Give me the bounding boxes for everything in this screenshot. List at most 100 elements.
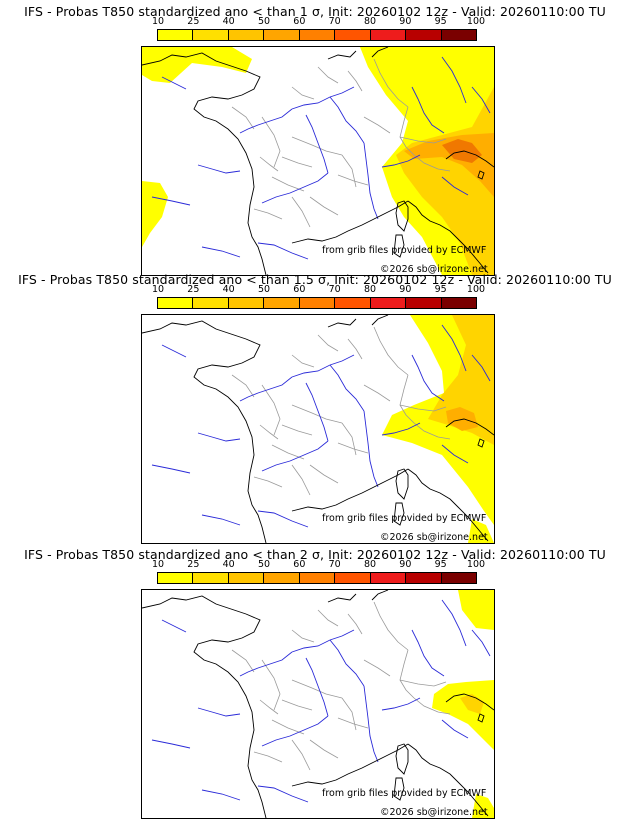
admin-border — [281, 156, 313, 168]
river — [305, 657, 329, 717]
river — [305, 382, 329, 442]
coastline — [407, 743, 489, 817]
colorbar-segment — [335, 30, 371, 40]
coastline — [291, 468, 409, 512]
admin-border — [253, 476, 283, 488]
admin-border — [291, 354, 315, 368]
admin-border — [309, 464, 339, 484]
map-canvas — [142, 47, 494, 275]
admin-border — [347, 613, 363, 635]
probability-area — [142, 181, 168, 247]
probability-map — [141, 314, 495, 544]
probability-area — [432, 680, 494, 750]
river — [441, 444, 469, 464]
river — [257, 510, 309, 528]
data-source-credit: from grib files provided by ECMWF — [322, 513, 487, 524]
legend-ticks: 10 25 40 50 60 70 80 90 95 100 — [0, 559, 630, 571]
coastline — [445, 418, 494, 436]
colorbar-segment — [158, 30, 194, 40]
coastline — [371, 315, 389, 326]
river — [441, 176, 469, 196]
map-title: IFS - Probas T850 standardized ano < tha… — [24, 4, 606, 19]
island — [393, 502, 405, 526]
admin-border — [363, 116, 391, 134]
island — [395, 200, 409, 232]
coastline — [327, 593, 357, 603]
river — [197, 432, 241, 442]
admin-border — [399, 679, 447, 687]
admin-border — [291, 196, 311, 228]
legend-tick-label: 25 — [187, 16, 200, 27]
admin-border — [413, 697, 451, 715]
colorbar-segment — [264, 298, 300, 308]
data-source-credit: from grib files provided by ECMWF — [322, 788, 487, 799]
admin-border — [261, 384, 281, 436]
admin-border — [317, 609, 339, 627]
coastline — [193, 70, 267, 275]
colorbar-segment — [370, 298, 407, 308]
river — [411, 354, 445, 402]
island — [393, 777, 405, 801]
legend-tick-label: 80 — [363, 284, 377, 295]
river — [239, 651, 293, 677]
island — [395, 743, 409, 775]
legend-tick-label: 95 — [434, 284, 447, 295]
legend-tick-label: 100 — [466, 16, 486, 27]
river — [363, 410, 379, 488]
probability-colorbar — [157, 297, 477, 309]
data-source-credit: from grib files provided by ECMWF — [322, 245, 487, 256]
river — [201, 514, 241, 526]
legend-tick-label: 80 — [363, 16, 377, 27]
map-canvas — [142, 590, 494, 818]
river — [151, 196, 191, 206]
admin-border — [253, 208, 283, 220]
colorbar-segment — [158, 298, 194, 308]
legend-tick-label: 50 — [257, 284, 271, 295]
admin-border — [337, 174, 369, 186]
colorbar-segment — [228, 298, 265, 308]
colorbar-segment — [193, 298, 229, 308]
river — [201, 789, 241, 801]
colorbar-segment — [193, 30, 229, 40]
legend-tick-label: 40 — [222, 559, 235, 570]
legend-tick-label: 50 — [257, 559, 271, 570]
copyright-credit: ©2026 sb@irizone.net — [380, 532, 488, 543]
river — [197, 707, 241, 717]
island — [477, 438, 485, 448]
river — [363, 142, 379, 220]
admin-border — [259, 699, 279, 715]
river — [261, 715, 329, 747]
river — [151, 464, 191, 474]
colorbar-segment — [299, 30, 336, 40]
legend-tick-label: 60 — [293, 16, 306, 27]
colorbar-segment — [370, 30, 407, 40]
admin-border — [309, 739, 339, 759]
legend-tick-label: 50 — [257, 16, 271, 27]
admin-border — [291, 464, 311, 496]
coastline — [371, 590, 389, 601]
river — [441, 719, 469, 739]
admin-border — [337, 442, 369, 454]
colorbar-segment — [264, 573, 300, 583]
coastline — [327, 318, 357, 328]
admin-border — [231, 374, 255, 398]
river — [441, 599, 467, 647]
admin-border — [363, 659, 391, 677]
copyright-credit: ©2026 sb@irizone.net — [380, 807, 488, 818]
admin-border — [261, 659, 281, 711]
admin-border — [309, 196, 339, 216]
legend-ticks: 10 25 40 50 60 70 80 90 95 100 — [0, 16, 630, 28]
admin-border — [373, 601, 409, 651]
admin-border — [291, 739, 311, 771]
colorbar-segment — [228, 30, 265, 40]
legend-tick-label: 100 — [466, 284, 486, 295]
colorbar-segment — [335, 573, 371, 583]
admin-border — [259, 156, 279, 172]
probability-map — [141, 589, 495, 819]
coastline — [327, 50, 357, 60]
legend-tick-label: 70 — [328, 559, 341, 570]
admin-border — [253, 751, 283, 763]
admin-border — [413, 422, 451, 440]
probability-colorbar — [157, 572, 477, 584]
probability-area — [142, 47, 252, 83]
